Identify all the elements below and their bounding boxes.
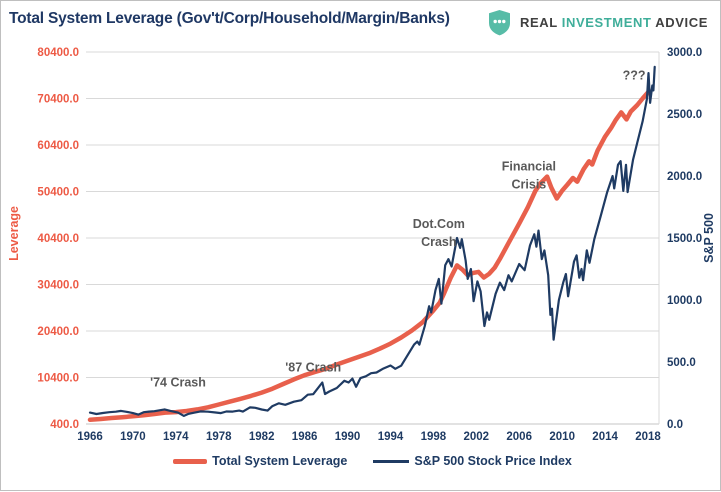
right-axis-tick-label: 1500.0 (667, 233, 702, 245)
right-axis-title: S&P 500 (702, 213, 716, 263)
x-axis-tick-label: 1974 (163, 431, 189, 443)
left-axis-tick-label: 40400.0 (37, 233, 79, 245)
x-axis-tick-label: 2002 (464, 431, 490, 443)
right-axis-tick-label: 2000.0 (667, 171, 702, 183)
x-axis-tick-label: 2006 (506, 431, 532, 443)
legend-item-leverage: Total System Leverage (173, 454, 347, 468)
shield-icon (487, 9, 512, 36)
legend: Total System Leverage S&P 500 Stock Pric… (86, 454, 659, 468)
logo-wordmark: REAL INVESTMENT ADVICE (520, 15, 708, 30)
x-axis-tick-label: 2010 (549, 431, 575, 443)
right-axis-tick-label: 500.0 (667, 357, 696, 369)
annotation: Crisis (512, 178, 547, 192)
right-axis-tick-label: 1000.0 (667, 295, 702, 307)
left-axis-tick-label: 60400.0 (37, 140, 79, 152)
annotation: Crash (421, 235, 456, 249)
left-axis-tick-label: 20400.0 (37, 326, 79, 338)
annotation: Financial (502, 160, 556, 174)
leverage-line-swatch (173, 458, 208, 464)
legend-label-leverage: Total System Leverage (212, 454, 348, 468)
annotation: Dot.Com (413, 217, 465, 231)
logo-word-advice: ADVICE (655, 15, 708, 30)
x-axis-tick-label: 1994 (378, 431, 404, 443)
annotation: ??? (623, 69, 646, 83)
logo-word-investment: INVESTMENT (561, 15, 652, 30)
x-axis-tick-label: 1978 (206, 431, 232, 443)
series-line-sp500 (88, 65, 656, 417)
legend-label-sp500: S&P 500 Stock Price Index (414, 454, 572, 468)
sp500-line-swatch (373, 459, 410, 463)
x-axis-tick-label: 1986 (292, 431, 318, 443)
left-axis-tick-label: 400.0 (50, 419, 79, 431)
x-axis-tick-label: 1982 (249, 431, 275, 443)
x-axis-tick-label: 2018 (635, 431, 661, 443)
ria-logo: REAL INVESTMENT ADVICE (487, 9, 708, 36)
legend-item-sp500: S&P 500 Stock Price Index (373, 454, 572, 468)
chart-title: Total System Leverage (Gov't/Corp/Househ… (9, 10, 450, 27)
left-axis-title: Leverage (7, 206, 21, 261)
x-axis-tick-label: 1970 (120, 431, 146, 443)
left-axis-tick-label: 30400.0 (37, 280, 79, 292)
left-axis-tick-label: 50400.0 (37, 187, 79, 199)
left-axis-tick-label: 80400.0 (37, 47, 79, 59)
x-axis-tick-label: 1990 (335, 431, 361, 443)
right-axis-tick-label: 3000.0 (667, 47, 702, 59)
left-axis-tick-label: 10400.0 (37, 373, 79, 385)
series-line-leverage (87, 88, 652, 423)
right-axis-tick-label: 0.0 (667, 419, 683, 431)
x-axis-tick-label: 1966 (77, 431, 103, 443)
right-axis-tick-label: 2500.0 (667, 109, 702, 121)
annotation: '74 Crash (150, 376, 206, 390)
x-axis-tick-label: 2014 (592, 431, 618, 443)
annotation: '87 Crash (285, 360, 341, 374)
x-axis-tick-label: 1998 (421, 431, 447, 443)
left-axis-tick-label: 70400.0 (37, 94, 79, 106)
logo-word-real: REAL (519, 15, 558, 30)
